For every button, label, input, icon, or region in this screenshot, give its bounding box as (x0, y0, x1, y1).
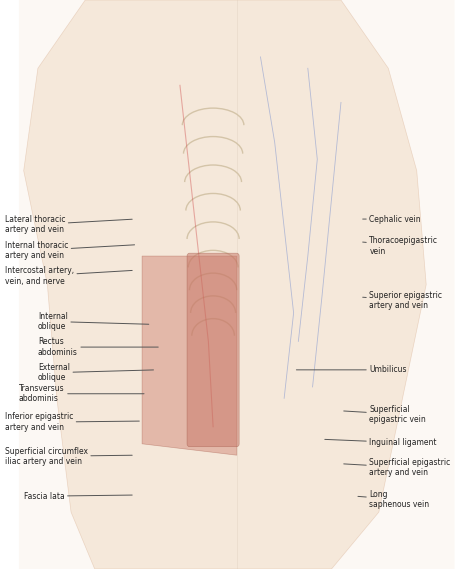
Text: Rectus
abdominis: Rectus abdominis (38, 337, 158, 357)
Text: Internal
oblique: Internal oblique (38, 312, 149, 331)
Text: Fascia lata: Fascia lata (24, 492, 132, 501)
Text: Internal thoracic
artery and vein: Internal thoracic artery and vein (5, 241, 135, 260)
Text: Transversus
abdominis: Transversus abdominis (19, 384, 144, 403)
Text: Long
saphenous vein: Long saphenous vein (358, 490, 429, 509)
Text: Superior epigastric
artery and vein: Superior epigastric artery and vein (363, 291, 442, 310)
Polygon shape (142, 256, 237, 455)
Text: Umbilicus: Umbilicus (296, 365, 407, 374)
Polygon shape (24, 0, 426, 569)
Text: Inguinal ligament: Inguinal ligament (325, 438, 437, 447)
Text: Inferior epigastric
artery and vein: Inferior epigastric artery and vein (5, 413, 139, 432)
Text: Superficial circumflex
iliac artery and vein: Superficial circumflex iliac artery and … (5, 447, 132, 466)
Text: Cephalic vein: Cephalic vein (363, 215, 421, 224)
Text: Thoracoepigastric
vein: Thoracoepigastric vein (363, 236, 438, 255)
Text: Superficial epigastric
artery and vein: Superficial epigastric artery and vein (344, 458, 451, 477)
Text: Lateral thoracic
artery and vein: Lateral thoracic artery and vein (5, 215, 132, 234)
FancyBboxPatch shape (19, 0, 455, 569)
FancyBboxPatch shape (187, 253, 239, 447)
Text: Superficial
epigastric vein: Superficial epigastric vein (344, 405, 426, 424)
Text: Intercostal artery,
vein, and nerve: Intercostal artery, vein, and nerve (5, 266, 132, 286)
Text: External
oblique: External oblique (38, 363, 154, 382)
